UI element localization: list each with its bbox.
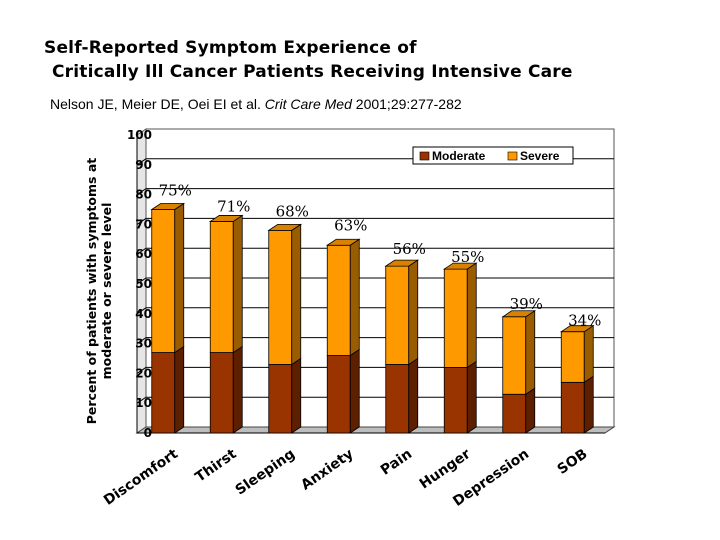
y-axis-label: Percent of patients with symptoms atmode… [84, 158, 114, 425]
bar-side-severe [232, 214, 243, 354]
y-tick-label: 30 [135, 337, 152, 351]
legend-box [412, 146, 574, 165]
data-label: 34% [568, 312, 601, 330]
bar-top [267, 223, 303, 231]
bar-side-moderate [408, 357, 419, 434]
bar-top [208, 215, 244, 222]
bar-side-moderate [291, 357, 302, 434]
bar-top [384, 259, 420, 267]
bar-moderate [443, 367, 468, 434]
bar-top [501, 310, 537, 318]
citation-details: 2001;29:277-282 [355, 96, 462, 112]
gridline [136, 188, 614, 196]
y-tick-label: 20 [135, 366, 152, 380]
y-tick-label: 70 [135, 217, 152, 231]
bar-top [325, 238, 361, 246]
legend-swatch-severe [507, 151, 518, 161]
data-label: 56% [393, 240, 426, 258]
bar-side-severe [349, 238, 360, 357]
data-label: 55% [451, 248, 484, 266]
y-axis-label-line1: Percent of patients with symptoms at [84, 158, 99, 425]
x-category-label: Anxiety [298, 446, 356, 493]
bar-moderate [560, 381, 585, 434]
gridline [136, 217, 614, 225]
bar-severe [385, 265, 410, 365]
bar-side-moderate [583, 375, 594, 434]
data-label: 39% [510, 295, 543, 313]
bar-side-moderate [232, 345, 243, 434]
bar-severe [326, 244, 351, 356]
legend-swatch-moderate [419, 151, 430, 161]
y-tick-label: 10 [135, 396, 152, 410]
bar-moderate [209, 352, 234, 434]
bar-severe [502, 316, 527, 395]
bar-moderate [268, 364, 293, 434]
x-category-label: SOB [555, 446, 591, 478]
x-category-label: Sleeping [233, 446, 298, 499]
citation-journal: Crit Care Med [264, 96, 352, 112]
y-tick-label: 100 [127, 128, 152, 142]
bar-top [559, 325, 595, 333]
chart-title-line1: Self-Reported Symptom Experience of [44, 38, 417, 58]
y-tick-label: 50 [135, 277, 152, 291]
gridline [136, 247, 614, 255]
bar-severe [560, 331, 585, 383]
chart-title-line2: Critically Ill Cancer Patients Receiving… [52, 62, 573, 82]
y-tick-label: 80 [135, 188, 152, 202]
bar-moderate [385, 364, 410, 434]
bar-side-severe [583, 324, 594, 384]
bar-severe [209, 221, 234, 353]
bar-severe [268, 229, 293, 365]
bar-side-moderate [525, 387, 536, 434]
data-label: 63% [334, 216, 367, 234]
x-category-label: Pain [378, 446, 415, 479]
chart-title: Self-Reported Symptom Experience of Crit… [44, 36, 704, 84]
legend-label-moderate: Moderate [432, 149, 486, 163]
data-label: 71% [217, 197, 250, 215]
bar-severe [151, 209, 176, 353]
x-category-label: Discomfort [101, 446, 181, 509]
bar-side-moderate [466, 360, 477, 434]
bar-moderate [502, 393, 527, 434]
legend-label-severe: Severe [520, 149, 560, 163]
bar-side-severe [174, 202, 185, 354]
data-label: 75% [159, 182, 192, 200]
plot-floor [135, 426, 616, 434]
bar-side-moderate [174, 345, 185, 434]
y-tick-label: 0 [144, 426, 152, 440]
citation: Nelson JE, Meier DE, Oei EI et al. Crit … [50, 96, 462, 112]
data-label: 68% [276, 202, 309, 220]
bar-side-severe [466, 262, 477, 369]
citation-authors: Nelson JE, Meier DE, Oei EI et al. [50, 96, 261, 112]
x-category-label: Thirst [192, 446, 239, 486]
bar-top [442, 262, 478, 270]
y-tick-label: 60 [135, 247, 152, 261]
y-axis-label-line2: moderate or severe level [99, 203, 114, 380]
bar-side-moderate [349, 348, 360, 434]
y-tick-label: 90 [135, 158, 152, 172]
bar-side-severe [525, 310, 536, 396]
bar-side-severe [408, 259, 419, 366]
bar-moderate [326, 355, 351, 434]
bar-side-severe [291, 223, 302, 366]
y-tick-label: 40 [135, 307, 152, 321]
bar-moderate [151, 352, 176, 434]
bar-severe [443, 268, 468, 368]
bar-top [150, 203, 186, 210]
